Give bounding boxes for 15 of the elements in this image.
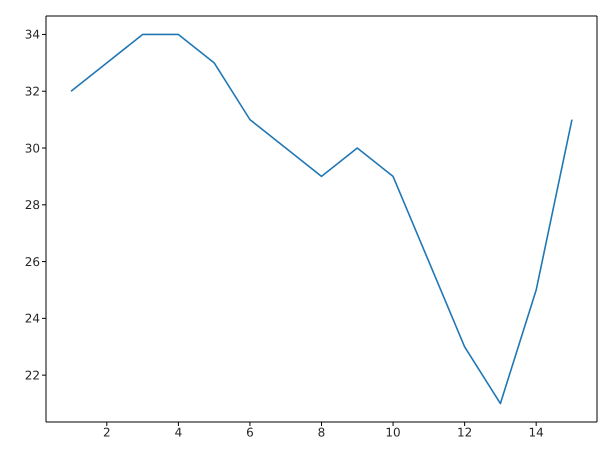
- y-tick-label: 28: [24, 198, 40, 212]
- x-tick-label: 4: [174, 426, 182, 440]
- x-tick-label: 14: [528, 426, 544, 440]
- line-series: [70, 34, 573, 404]
- x-tick-label: 12: [456, 426, 472, 440]
- y-tick-label: 32: [24, 84, 40, 98]
- y-tick-label: 34: [24, 28, 40, 42]
- y-tick-label: 24: [24, 312, 40, 326]
- y-tick-label: 30: [24, 141, 40, 156]
- x-tick-label: 8: [318, 426, 326, 440]
- x-tick-label: 6: [246, 426, 254, 440]
- y-tick-label: 22: [24, 368, 40, 382]
- y-tick-label: 26: [24, 254, 40, 269]
- x-tick-label: 2: [103, 426, 111, 440]
- x-tick-label: 10: [385, 426, 401, 440]
